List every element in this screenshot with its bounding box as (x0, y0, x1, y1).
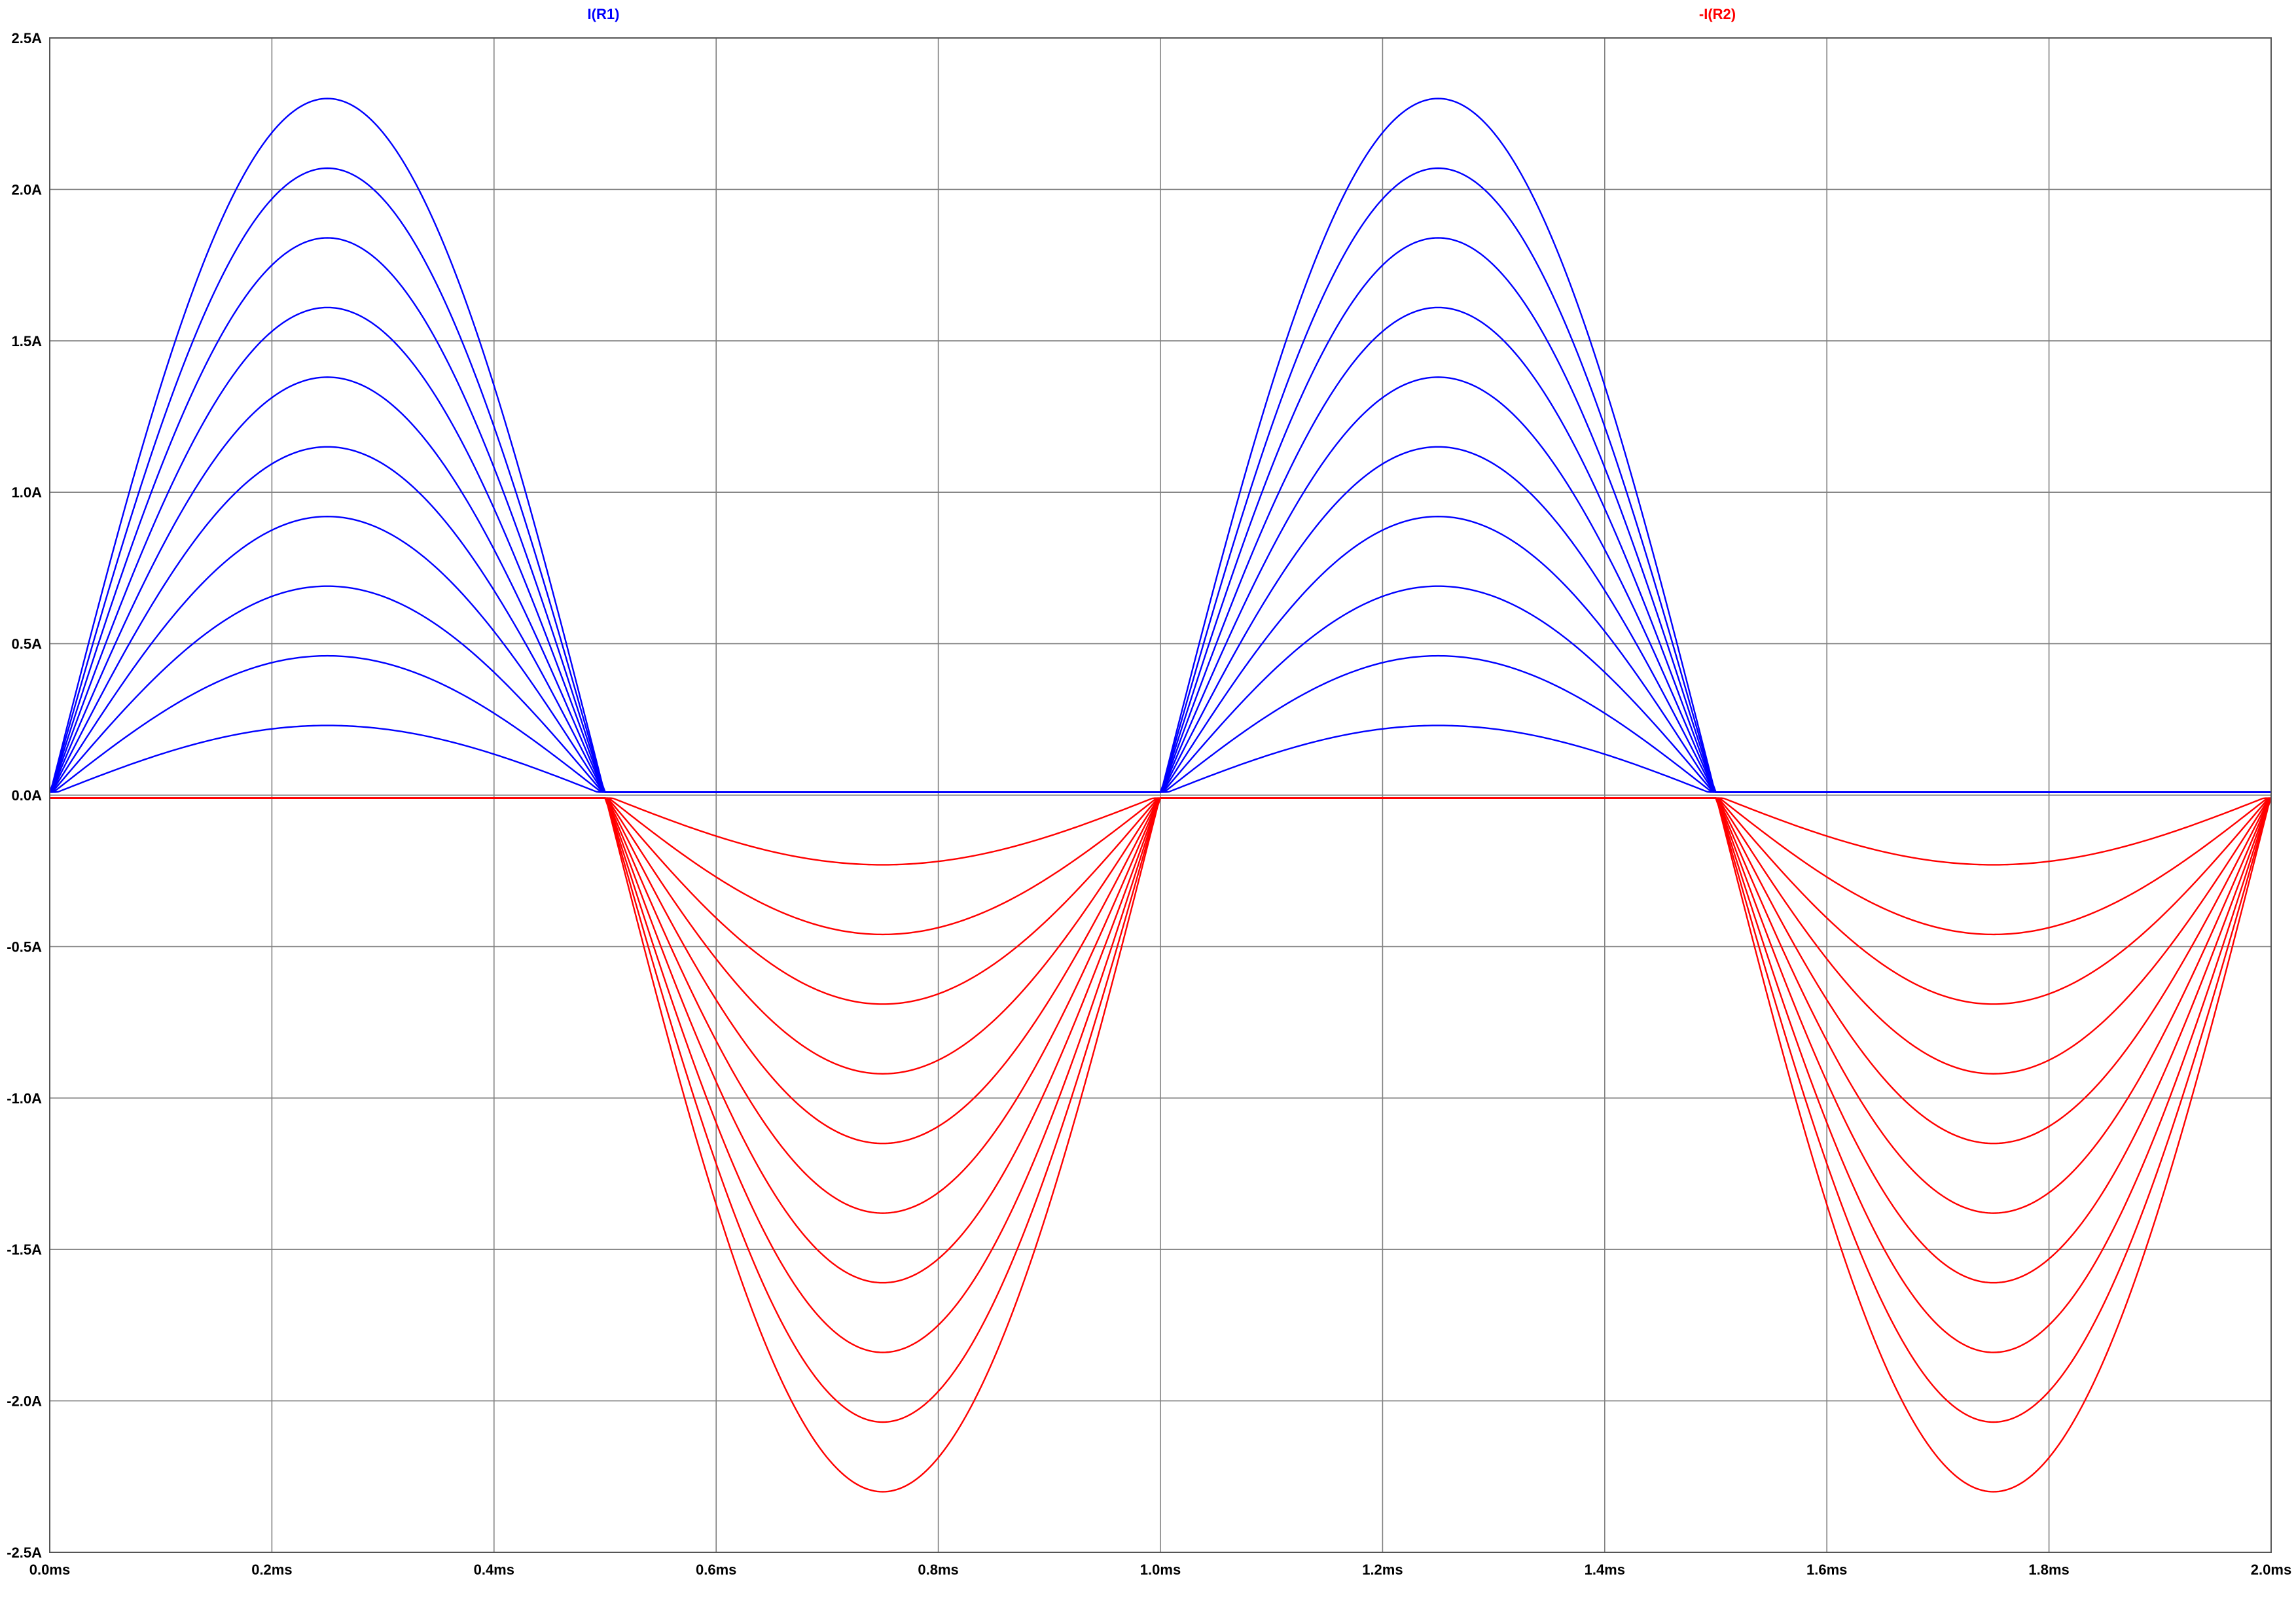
y-tick-label: -2.0A (7, 1393, 42, 1410)
y-tick-label: 0.5A (12, 636, 43, 652)
x-tick-label: 1.6ms (1806, 1561, 1847, 1578)
y-tick-label: 2.5A (12, 30, 43, 46)
trace-labels: I(R1) -I(R2) (588, 6, 1736, 22)
y-tick-label: 1.5A (12, 333, 43, 349)
y-tick-label: 0.0A (12, 787, 43, 804)
x-tick-label: 0.0ms (29, 1561, 70, 1578)
x-tick-label: 1.2ms (1362, 1561, 1403, 1578)
y-tick-label: -0.5A (7, 938, 42, 955)
trace-i-r1-step-10[interactable] (48, 98, 2271, 793)
y-tick-label: -1.0A (7, 1090, 42, 1107)
x-axis-ticks: 0.0ms 0.2ms 0.4ms 0.6ms 0.8ms 1.0ms 1.2ms 1.4ms… (29, 1561, 2291, 1578)
x-tick-label: 2.0ms (2251, 1561, 2291, 1578)
x-tick-label: 0.2ms (251, 1561, 292, 1578)
x-tick-label: 0.8ms (918, 1561, 958, 1578)
y-axis-ticks: 2.5A 2.0A 1.5A 1.0A 0.5A 0.0A -0.5A -1.0A -1.5A -… (7, 30, 42, 1561)
x-tick-label: 0.4ms (474, 1561, 514, 1578)
x-tick-label: 1.4ms (1585, 1561, 1625, 1578)
x-tick-label: 1.8ms (2028, 1561, 2069, 1578)
y-tick-label: 2.0A (12, 181, 43, 198)
plot-frame (49, 37, 2272, 1553)
trace-i-r2-step-10[interactable] (50, 797, 2272, 1493)
x-tick-label: 1.0ms (1140, 1561, 1181, 1578)
y-tick-label: -2.5A (7, 1544, 42, 1561)
y-tick-label: -1.5A (7, 1241, 42, 1258)
x-tick-label: 0.6ms (696, 1561, 736, 1578)
trace-label-neg-i-r2[interactable]: -I(R2) (1699, 6, 1736, 22)
traces (48, 98, 2272, 1493)
trace-label-i-r1[interactable]: I(R1) (588, 6, 620, 22)
y-tick-label: 1.0A (12, 484, 43, 501)
